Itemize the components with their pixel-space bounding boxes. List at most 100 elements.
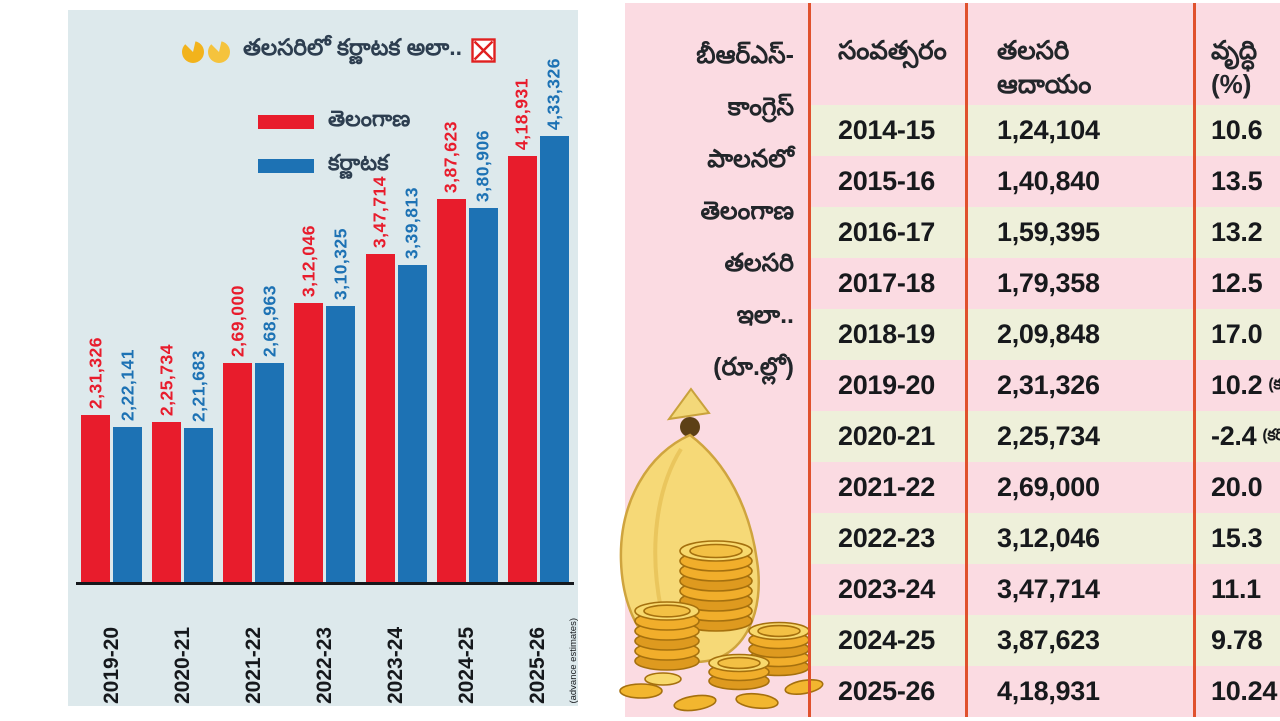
- bar-value-label: 2,69,000: [227, 284, 248, 357]
- bar-value-label: 2,22,141: [117, 348, 137, 421]
- x-axis-cell: 2023-24: [366, 588, 427, 704]
- bar: 2,68,963: [255, 285, 285, 582]
- bar-groups: 2,31,326 2,22,141 2,25,734 2,21,683 2,69,000…: [76, 58, 574, 582]
- bar-group-2020-21: 2,25,734 2,21,683: [152, 344, 214, 582]
- sidebar-text-line: పాలనలో: [707, 145, 794, 173]
- bar-group-2023-24: 3,47,714 3,39,813: [365, 176, 427, 582]
- table-cell-income: 2,31,326: [997, 370, 1100, 400]
- table-cell-growth: 10.6: [1193, 105, 1280, 156]
- table-cell-growth: 13.5: [1193, 156, 1280, 207]
- table-cell-income: 3,12,046: [965, 513, 1193, 564]
- per-capita-bar-chart: తలసరిలో కర్ణాటక అలా.. తెలంగాణ కర్ణాటక 2,3…: [68, 10, 579, 706]
- table-cell-growth: 10.2 (కరోనా): [1193, 360, 1280, 411]
- table-cell-year: 2014-15: [808, 105, 965, 156]
- table-cell-income: 2,09,848: [965, 309, 1193, 360]
- bar-value-label: 3,10,325: [330, 227, 351, 300]
- table-cell-year: 2018-19: [808, 309, 965, 360]
- sidebar-text-line: తెలంగాణ: [700, 197, 794, 225]
- growth-value: 10.6: [1211, 115, 1263, 145]
- table-cell-income: 2,69,000: [997, 472, 1100, 502]
- table-cell-income: 1,24,104: [965, 105, 1193, 156]
- growth-value: 13.5: [1211, 166, 1263, 196]
- table-cell-growth: 12.5: [1193, 258, 1280, 309]
- chart-title: తలసరిలో కర్ణాటక అలా..: [243, 34, 463, 60]
- x-axis-cell: 2019-20: [81, 588, 142, 704]
- sidebar-text-line: బీఆర్ఎస్-: [696, 41, 794, 69]
- growth-value: 12.5: [1211, 268, 1263, 298]
- bar: 3,12,046: [294, 225, 324, 582]
- crossed-box-icon: [471, 38, 496, 63]
- table-cell-year: 2023-24: [838, 574, 935, 604]
- x-axis-cell: 2021-22: [223, 588, 284, 704]
- table-cell-income: 1,79,358: [997, 268, 1100, 298]
- table-cell-year: 2021-22: [838, 472, 935, 502]
- bar: 2,31,326: [81, 337, 110, 582]
- x-axis-label: 2021-22: [241, 626, 265, 704]
- chart-legend: తెలంగాణ కర్ణాటక: [258, 106, 410, 181]
- chart-title-row: తలసరిలో కర్ణాటక అలా..: [180, 34, 496, 67]
- table-cell-year: 2019-20: [838, 370, 935, 400]
- sidebar-text-line: (రూ.ల్లో): [713, 353, 794, 381]
- col-header-year: సంవత్సరం: [838, 35, 947, 65]
- table-cell-income: 1,40,840: [997, 166, 1100, 196]
- bar-value-label: 3,87,623: [440, 120, 461, 193]
- table-cell-year: 2025-26: [838, 676, 935, 706]
- bar-group-2021-22: 2,69,000 2,68,963: [223, 285, 285, 582]
- money-bag-icon: [619, 387, 824, 712]
- bar: 3,80,906: [468, 130, 498, 582]
- sidebar-text-line: తలసరి: [724, 249, 794, 277]
- table-cell-year: 2017-18: [838, 268, 935, 298]
- growth-value: 20.0: [1211, 472, 1263, 502]
- sidebar-text-line: కాంగ్రెస్: [727, 93, 794, 121]
- table-cell-income: 4,18,931: [997, 676, 1100, 706]
- legend-label: తెలంగాణ: [328, 106, 411, 131]
- col-header-growth: వృద్ధి (%): [1211, 35, 1258, 99]
- x-axis-cell: 2022-23: [294, 588, 355, 704]
- bar-group-2025-26: 4,18,931 4,33,326: [507, 58, 569, 582]
- x-axis-label: 2022-23: [312, 626, 336, 704]
- bar: 2,21,683: [184, 350, 214, 582]
- bar: 4,18,931: [507, 78, 537, 582]
- bar: 2,22,141: [113, 349, 142, 582]
- bar-group-2024-25: 3,87,623 3,80,906: [436, 121, 498, 582]
- bar-value-label: 3,12,046: [298, 224, 319, 297]
- growth-value: 10.2: [1211, 370, 1263, 400]
- column-divider: [1193, 3, 1196, 717]
- table-cell-growth: 17.0: [1193, 309, 1280, 360]
- table-cell-year: 2020-21: [808, 411, 965, 462]
- bar-value-label: 4,18,931: [511, 77, 532, 150]
- table-cell-growth: 10.24: [1193, 666, 1280, 717]
- column-divider: [808, 3, 811, 717]
- bar: 2,69,000: [223, 285, 253, 582]
- table-cell-income: 3,47,714: [997, 574, 1100, 604]
- growth-value: 10.24: [1211, 676, 1278, 706]
- legend-item-telangana: తెలంగాణ: [258, 106, 410, 137]
- bar-value-label: 2,21,683: [188, 349, 209, 422]
- x-axis-label: 2020-21: [170, 626, 194, 704]
- sidebar-text-line: ఇలా..: [736, 301, 794, 329]
- bar-value-label: 2,68,963: [259, 284, 280, 357]
- legend-item-karnataka: కర్ణాటక: [258, 150, 410, 181]
- growth-value: -2.4: [1211, 421, 1257, 451]
- x-axis-labels: 2019-20 2020-21 2021-22 2022-23 2023-24 2024-…: [76, 588, 579, 704]
- growth-value: 13.2: [1211, 217, 1263, 247]
- legend-label: కర్ణాటక: [328, 150, 389, 175]
- legend-swatch: [258, 114, 314, 129]
- bar: 3,47,714: [365, 176, 395, 582]
- legend-swatch: [258, 158, 314, 173]
- x-axis-label: 2024-25: [455, 626, 479, 704]
- per-capita-table: బీఆర్ఎస్- కాంగ్రెస్ పాలనలో తెలంగాణ తలసరి ఇలా.…: [619, 3, 1280, 717]
- growth-note: (కరోనా): [1268, 375, 1280, 393]
- table-cell-growth: 9.78: [1193, 615, 1280, 666]
- table-cell-year: 2015-16: [838, 166, 935, 196]
- x-axis-line: [76, 582, 574, 585]
- x-axis-label: 2019-20: [99, 626, 123, 704]
- col-header-income: తలసరి ఆదాయం: [997, 35, 1092, 99]
- table-cell-year: 2022-23: [808, 513, 965, 564]
- bar-value-label: 2,25,734: [156, 343, 177, 416]
- table-cell-income: 3,87,623: [965, 615, 1193, 666]
- bar: 3,10,325: [326, 228, 356, 582]
- bar: 3,39,813: [397, 187, 427, 582]
- double-quote-icon: [180, 38, 230, 63]
- x-axis-note: (advance estimates): [567, 618, 579, 704]
